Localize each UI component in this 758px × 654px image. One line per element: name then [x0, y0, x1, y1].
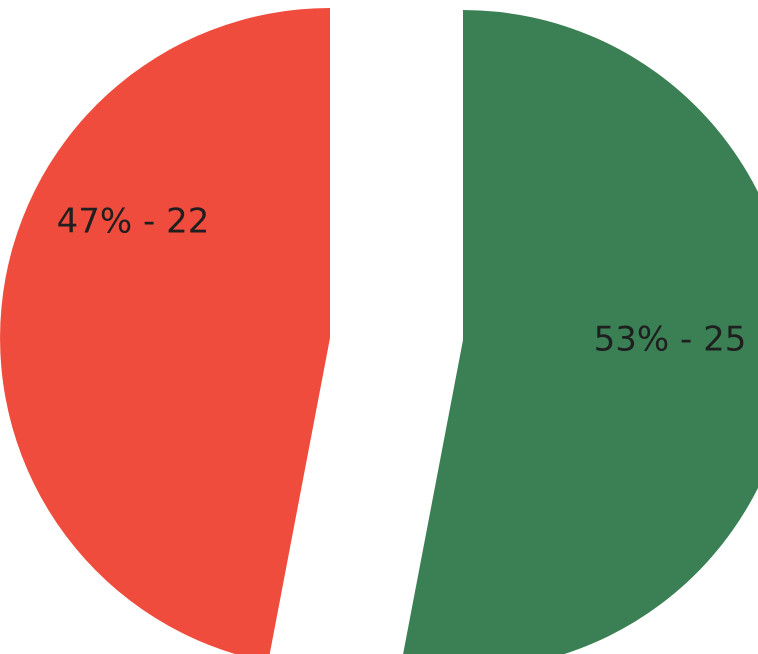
slice-label-red: 47% - 22	[57, 202, 210, 242]
pie-labels: 47% - 22 53% - 25	[57, 202, 747, 360]
pie-slice-green	[403, 10, 758, 654]
pie-slice-red	[0, 8, 330, 654]
slice-label-green: 53% - 25	[594, 320, 747, 360]
pie-slices	[0, 8, 758, 654]
